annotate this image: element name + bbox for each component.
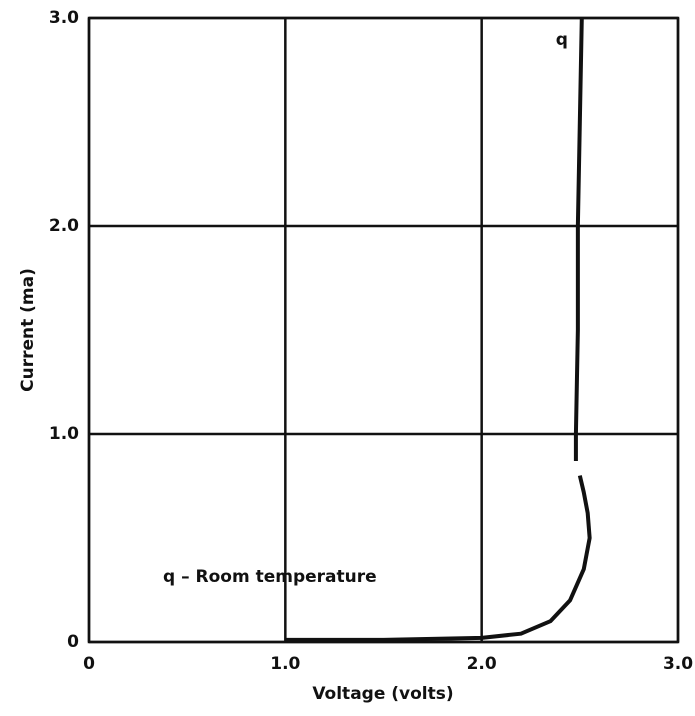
x-tick-label: 3.0 bbox=[663, 654, 693, 674]
annotation: q – Room temperature bbox=[163, 567, 377, 587]
series-label: q bbox=[556, 30, 568, 50]
data-line bbox=[285, 17, 592, 642]
y-tick-label: 0 bbox=[67, 632, 79, 652]
x-axis-label: Voltage (volts) bbox=[312, 684, 453, 704]
y-axis-label: Current (ma) bbox=[18, 268, 38, 392]
x-tick-label: 1.0 bbox=[270, 654, 300, 674]
y-tick-label: 2.0 bbox=[49, 216, 79, 236]
x-tick-label: 2.0 bbox=[467, 654, 497, 674]
y-tick-label: 3.0 bbox=[49, 8, 79, 28]
y-tick-label: 1.0 bbox=[49, 424, 79, 444]
x-tick-label: 0 bbox=[83, 654, 95, 674]
